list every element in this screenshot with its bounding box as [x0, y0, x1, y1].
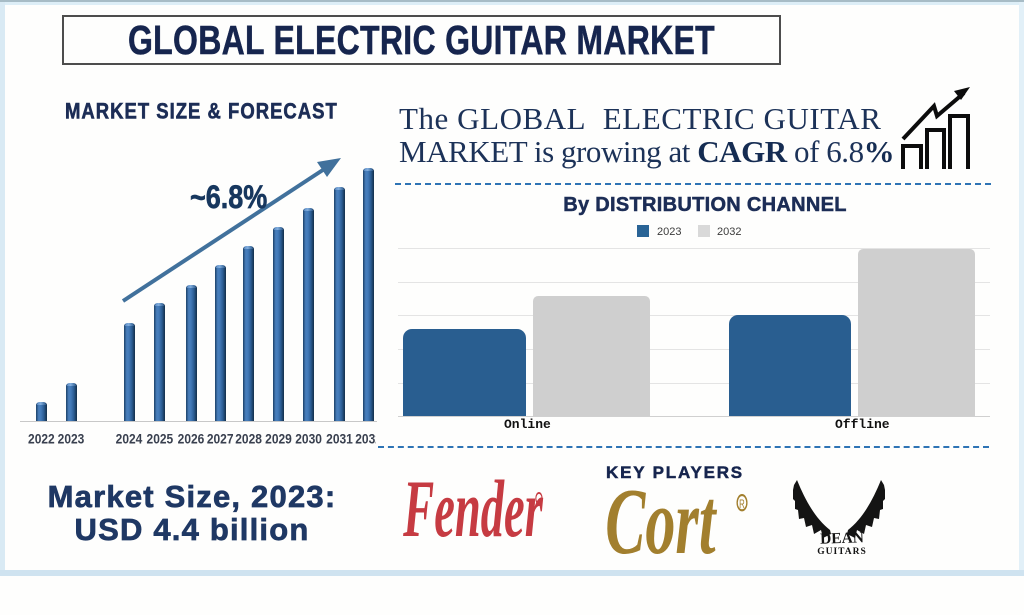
svg-text:R: R [739, 499, 745, 512]
svg-text:GUITARS: GUITARS [817, 547, 867, 557]
svg-text:Fender: Fender [402, 465, 543, 555]
svg-text:DEAN: DEAN [820, 529, 864, 548]
svg-text:Cort: Cort [605, 486, 717, 574]
